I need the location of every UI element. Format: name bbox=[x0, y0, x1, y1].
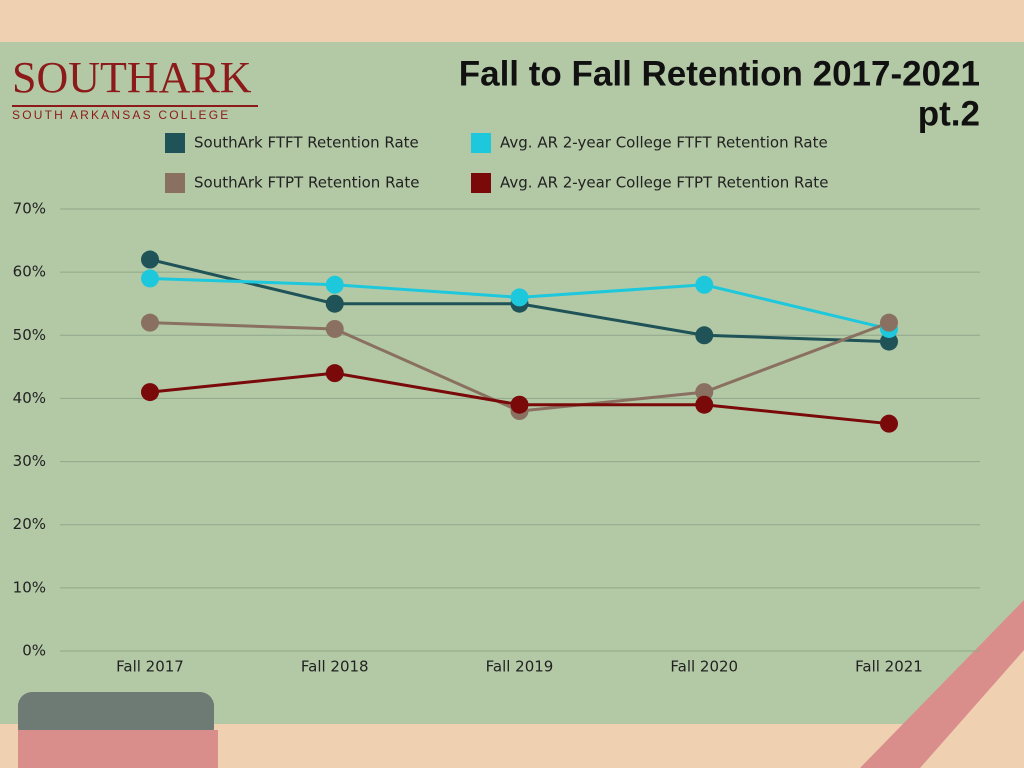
data-point bbox=[880, 332, 898, 351]
x-tick-label: Fall 2020 bbox=[670, 658, 738, 676]
logo-name: SOUTHARK bbox=[12, 53, 252, 102]
data-point bbox=[880, 313, 898, 332]
data-point bbox=[141, 313, 159, 332]
data-point bbox=[325, 364, 344, 383]
data-point bbox=[325, 294, 344, 313]
data-point bbox=[510, 395, 529, 414]
legend-swatch bbox=[471, 173, 491, 193]
data-point bbox=[141, 383, 159, 402]
chart-title: Fall to Fall Retention 2017-2021 bbox=[459, 54, 980, 93]
y-tick-label: 60% bbox=[13, 263, 46, 281]
x-tick-label: Fall 2018 bbox=[301, 658, 369, 676]
decor-block bbox=[18, 692, 214, 742]
decor-block bbox=[18, 730, 218, 768]
x-tick-label: Fall 2017 bbox=[116, 658, 184, 676]
chart-title: pt.2 bbox=[918, 94, 980, 133]
x-tick-label: Fall 2021 bbox=[855, 658, 923, 676]
data-point bbox=[695, 326, 714, 345]
data-point bbox=[141, 269, 159, 288]
data-point bbox=[695, 395, 714, 414]
y-tick-label: 20% bbox=[13, 515, 46, 533]
legend-label: SouthArk FTPT Retention Rate bbox=[194, 174, 419, 192]
top-band bbox=[0, 0, 1024, 42]
data-point bbox=[880, 414, 898, 433]
data-point bbox=[325, 319, 344, 338]
data-point bbox=[510, 288, 529, 307]
data-point bbox=[695, 275, 714, 294]
legend-label: Avg. AR 2-year College FTPT Retention Ra… bbox=[500, 174, 828, 192]
y-tick-label: 30% bbox=[13, 452, 46, 470]
legend-swatch bbox=[165, 173, 185, 193]
data-point bbox=[325, 275, 344, 294]
y-tick-label: 10% bbox=[13, 578, 46, 596]
data-point bbox=[141, 250, 159, 269]
legend-label: SouthArk FTFT Retention Rate bbox=[194, 134, 419, 152]
legend-swatch bbox=[165, 133, 185, 153]
y-tick-label: 0% bbox=[22, 642, 46, 660]
y-tick-label: 50% bbox=[13, 326, 46, 344]
data-point bbox=[695, 383, 714, 402]
legend-label: Avg. AR 2-year College FTFT Retention Ra… bbox=[500, 134, 828, 152]
x-tick-label: Fall 2019 bbox=[486, 658, 554, 676]
y-tick-label: 40% bbox=[13, 389, 46, 407]
y-tick-label: 70% bbox=[13, 200, 46, 218]
decor-ruler-inner bbox=[920, 650, 1024, 768]
logo-tagline: SOUTH ARKANSAS COLLEGE bbox=[12, 108, 230, 122]
legend-swatch bbox=[471, 133, 491, 153]
